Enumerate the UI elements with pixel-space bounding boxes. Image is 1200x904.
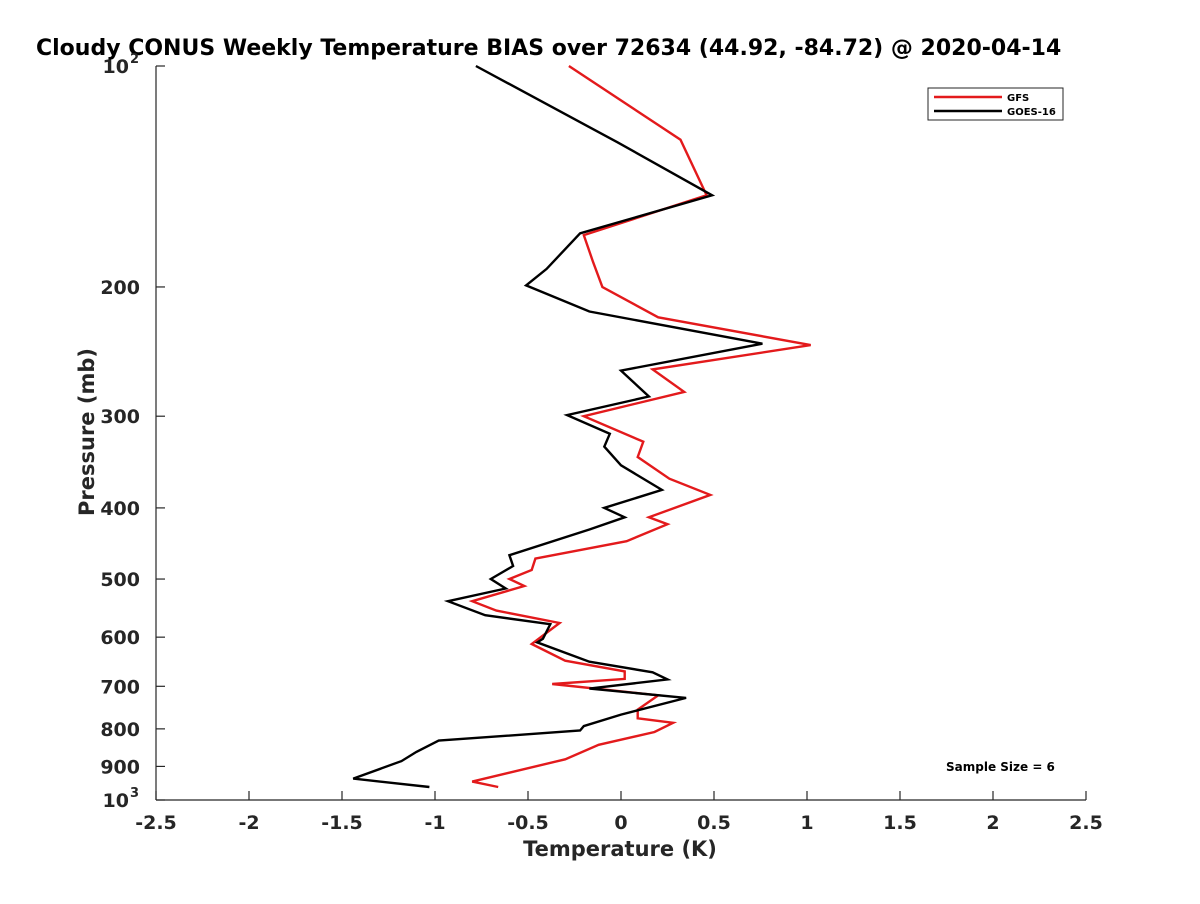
- series-layer: [352, 64, 811, 789]
- y-tick-label: 10: [103, 56, 129, 78]
- x-tick-label: 1.5: [883, 812, 917, 834]
- x-tick-label: 0.5: [697, 812, 731, 834]
- legend-label-goes16: GOES-16: [1007, 107, 1056, 118]
- x-tick-label: -0.5: [507, 812, 549, 834]
- y-tick-label: 800: [100, 719, 140, 741]
- legend-box: [927, 87, 1064, 121]
- tick-labels: -2.5 -2 -1.5 -1 -0.5 0 0.5 1 1.5 2 2.510 2200300400…: [100, 52, 1103, 834]
- x-tick-label: 2.5: [1069, 812, 1103, 834]
- axes-layer: [155, 65, 1087, 801]
- y-axis-label: Pressure (mb): [75, 348, 99, 516]
- series-line-goes16: [352, 64, 763, 789]
- x-tick-label: 1: [800, 812, 813, 834]
- y-tick-label: 200: [100, 277, 140, 299]
- chart-title: Cloudy CONUS Weekly Temperature BIAS ove…: [36, 36, 1061, 61]
- y-tick-label: 600: [100, 627, 140, 649]
- x-tick-label: -2: [238, 812, 259, 834]
- y-tick-exponent: 3: [130, 786, 139, 801]
- x-tick-label: -1.5: [321, 812, 363, 834]
- y-tick-label: 500: [100, 569, 140, 591]
- x-tick-label: 2: [986, 812, 999, 834]
- legend: GFS GOES-16: [927, 87, 1064, 121]
- y-tick-label: 900: [100, 756, 140, 778]
- y-tick-exponent: 2: [130, 52, 139, 67]
- y-tick-label: 400: [100, 498, 140, 520]
- x-tick-label: -1: [424, 812, 445, 834]
- series-line-gfs: [468, 64, 811, 789]
- y-tick-label: 300: [100, 406, 140, 428]
- y-tick-label: 700: [100, 676, 140, 698]
- x-tick-label: -2.5: [135, 812, 177, 834]
- x-tick-label: 0: [614, 812, 627, 834]
- sample-size-annotation: Sample Size = 6: [946, 760, 1055, 774]
- x-axis-label: Temperature (K): [523, 837, 717, 861]
- y-tick-label: 10: [103, 790, 129, 812]
- legend-label-gfs: GFS: [1007, 93, 1029, 104]
